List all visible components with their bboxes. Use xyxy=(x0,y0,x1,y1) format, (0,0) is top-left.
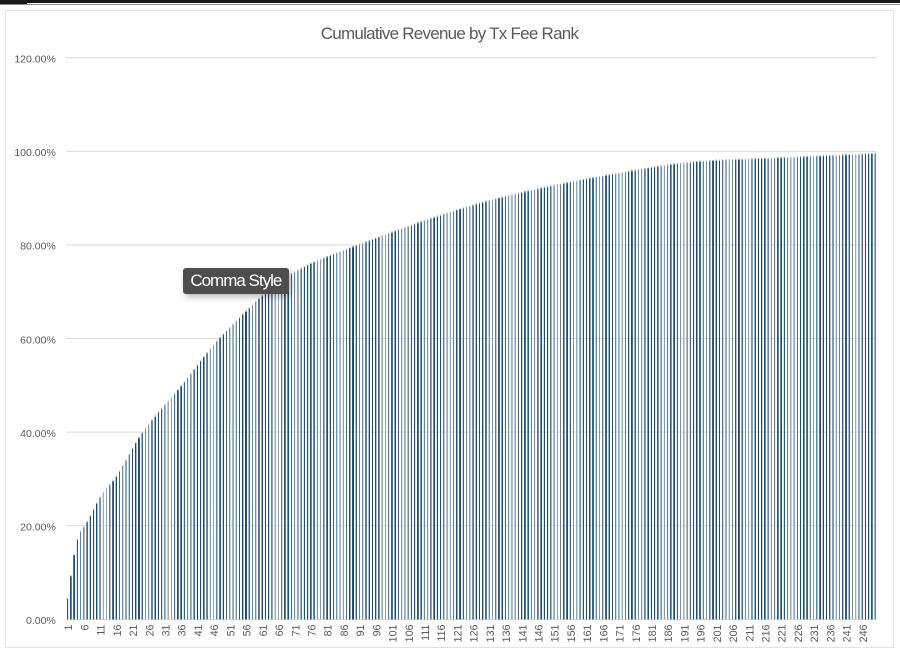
svg-text:76: 76 xyxy=(306,624,318,636)
svg-text:80.00%: 80.00% xyxy=(20,241,56,253)
svg-text:21: 21 xyxy=(128,624,140,636)
svg-text:1: 1 xyxy=(63,624,75,630)
svg-text:100.00%: 100.00% xyxy=(14,147,55,159)
svg-text:101: 101 xyxy=(388,624,400,642)
svg-text:11: 11 xyxy=(96,624,108,635)
svg-text:96: 96 xyxy=(371,624,383,636)
svg-text:6: 6 xyxy=(79,624,91,630)
svg-text:56: 56 xyxy=(242,624,254,636)
svg-text:141: 141 xyxy=(517,624,529,642)
svg-text:226: 226 xyxy=(793,624,805,642)
svg-text:156: 156 xyxy=(566,624,578,642)
svg-text:201: 201 xyxy=(712,624,724,642)
svg-text:231: 231 xyxy=(809,624,821,642)
svg-text:236: 236 xyxy=(825,624,837,642)
svg-text:81: 81 xyxy=(323,624,335,636)
svg-text:151: 151 xyxy=(550,624,562,642)
svg-text:181: 181 xyxy=(647,624,659,642)
svg-text:126: 126 xyxy=(469,624,481,642)
svg-text:31: 31 xyxy=(161,624,173,636)
svg-text:91: 91 xyxy=(355,624,367,636)
svg-text:176: 176 xyxy=(631,624,643,642)
svg-text:136: 136 xyxy=(501,624,513,642)
svg-text:51: 51 xyxy=(225,624,237,636)
svg-text:20.00%: 20.00% xyxy=(20,522,56,534)
svg-text:106: 106 xyxy=(404,624,416,642)
svg-text:221: 221 xyxy=(777,624,789,642)
svg-text:171: 171 xyxy=(615,624,627,642)
svg-text:60.00%: 60.00% xyxy=(20,334,56,346)
svg-text:71: 71 xyxy=(290,624,302,636)
svg-text:111: 111 xyxy=(420,624,432,640)
svg-text:191: 191 xyxy=(679,624,691,642)
svg-text:186: 186 xyxy=(663,624,675,642)
svg-text:196: 196 xyxy=(696,624,708,642)
svg-text:161: 161 xyxy=(582,624,594,642)
svg-text:246: 246 xyxy=(858,624,870,642)
svg-text:206: 206 xyxy=(728,624,740,642)
svg-text:146: 146 xyxy=(533,624,545,642)
svg-text:131: 131 xyxy=(485,624,497,642)
svg-text:36: 36 xyxy=(177,624,189,636)
svg-text:120.00%: 120.00% xyxy=(14,53,55,65)
svg-text:121: 121 xyxy=(452,624,464,642)
svg-text:40.00%: 40.00% xyxy=(20,428,56,440)
svg-text:241: 241 xyxy=(842,624,854,642)
svg-text:16: 16 xyxy=(112,624,124,636)
svg-text:211: 211 xyxy=(744,624,756,641)
svg-text:166: 166 xyxy=(598,624,610,642)
svg-text:46: 46 xyxy=(209,624,221,636)
svg-text:0.00%: 0.00% xyxy=(26,615,56,627)
svg-text:216: 216 xyxy=(761,624,773,642)
svg-text:41: 41 xyxy=(193,624,205,636)
svg-text:66: 66 xyxy=(274,624,286,636)
svg-text:86: 86 xyxy=(339,624,351,636)
svg-text:26: 26 xyxy=(144,624,156,636)
svg-text:116: 116 xyxy=(436,624,448,641)
svg-text:Cumulative Revenue by Tx Fee R: Cumulative Revenue by Tx Fee Rank xyxy=(321,24,580,43)
svg-text:61: 61 xyxy=(258,624,270,636)
